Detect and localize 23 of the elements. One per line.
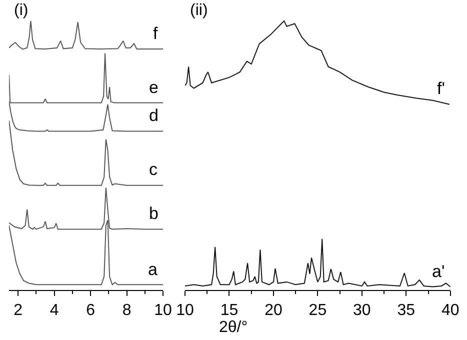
x-tick-label: 20	[264, 302, 282, 320]
x-tick-label: 35	[397, 302, 416, 320]
series-label: b	[149, 204, 158, 223]
series-label: d	[149, 106, 158, 125]
x-tick-label: 10	[176, 302, 194, 320]
x-axis-title: 2θ/°	[219, 319, 248, 336]
series-label: a'	[432, 262, 445, 281]
x-tick-label: 8	[122, 302, 132, 320]
chart-title: (i)	[14, 2, 28, 19]
series-label: f'	[437, 79, 445, 98]
x-tick-label: 25	[308, 302, 327, 320]
series-label: e	[149, 78, 158, 97]
x-tick-label: 6	[86, 302, 96, 320]
series-label: c	[149, 160, 158, 179]
chart-title: (ii)	[190, 2, 208, 19]
x-tick-label: 10	[154, 302, 172, 320]
x-tick-label: 40	[441, 302, 460, 320]
series-label: a	[148, 260, 158, 279]
x-tick-label: 15	[220, 302, 238, 320]
series-label: f	[153, 24, 158, 43]
x-tick-label: 4	[50, 302, 59, 320]
x-tick-label: 30	[353, 302, 371, 320]
x-tick-label: 2	[14, 302, 23, 320]
